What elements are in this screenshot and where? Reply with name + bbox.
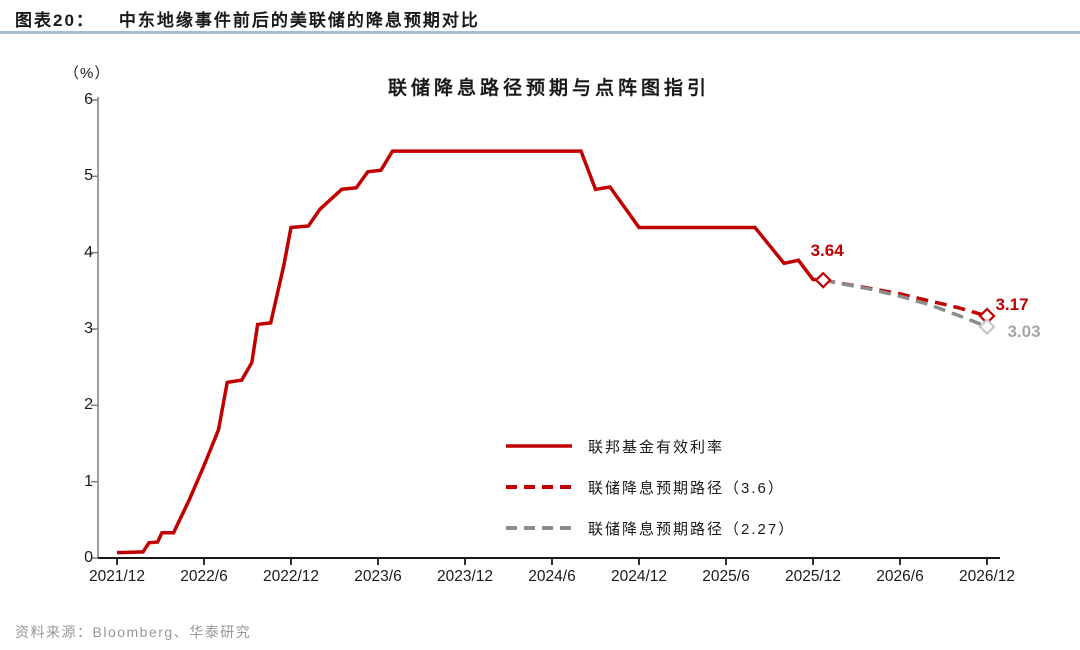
y-tick-label: 1	[84, 472, 93, 490]
series-effective-rate	[116, 149, 824, 555]
x-tick-label: 2025/6	[702, 568, 750, 585]
x-tick-label: 2026/6	[876, 568, 924, 585]
diamond-marker	[814, 271, 832, 289]
figure-number: 图表20：	[15, 11, 95, 30]
legend-item-path-36: 联储降息预期路径（3.6）	[505, 479, 795, 497]
x-tick-label: 2023/12	[436, 568, 494, 585]
series-expected-path-227	[822, 278, 988, 329]
source-note: 资料来源：Bloomberg、华泰研究	[15, 624, 252, 640]
legend-gray-dashed-line-icon	[506, 526, 572, 530]
y-tick-label: 6	[84, 91, 93, 108]
x-tick-label: 2021/12	[88, 568, 146, 585]
x-tick-label: 2022/12	[262, 568, 320, 585]
x-tick-label: 2024/12	[610, 568, 668, 585]
data-label-317: 3.17	[995, 295, 1029, 315]
x-tick-label: 2026/12	[958, 568, 1016, 585]
x-tick-label: 2025/12	[784, 568, 842, 585]
figure-title: 中东地缘事件前后的美联储的降息预期对比	[118, 11, 480, 30]
legend-item-effective-rate: 联邦基金有效利率	[505, 438, 795, 456]
legend-label: 联储降息预期路径（3.6）	[588, 479, 785, 497]
legend-label: 联储降息预期路径（2.27）	[588, 520, 796, 538]
y-tick-label: 3	[84, 320, 93, 337]
legend-solid-line-icon	[506, 444, 572, 448]
header-underline	[0, 31, 1080, 34]
x-tick-label: 2024/6	[528, 568, 576, 585]
legend-red-dashed-line-icon	[506, 485, 572, 489]
y-tick-label: 4	[84, 243, 93, 261]
data-label-364: 3.64	[810, 241, 844, 261]
diamond-marker	[978, 318, 996, 336]
figure-header: 图表20： 中东地缘事件前后的美联储的降息预期对比	[15, 6, 480, 31]
y-tick-label: 0	[84, 549, 93, 566]
y-tick-label: 5	[84, 167, 93, 185]
y-axis-unit-label: （%）	[64, 65, 111, 82]
x-tick-label: 2023/6	[354, 568, 402, 585]
x-tick-label: 2022/6	[180, 568, 228, 585]
y-tick-label: 2	[84, 396, 93, 414]
legend: 联邦基金有效利率 联储降息预期路径（3.6） 联储降息预期路径（2.27）	[505, 438, 795, 561]
legend-label: 联邦基金有效利率	[588, 438, 725, 456]
legend-item-path-227: 联储降息预期路径（2.27）	[505, 520, 796, 538]
data-label-303: 3.03	[1007, 321, 1041, 341]
chart-title: 联储降息路径预期与点阵图指引	[387, 78, 710, 99]
